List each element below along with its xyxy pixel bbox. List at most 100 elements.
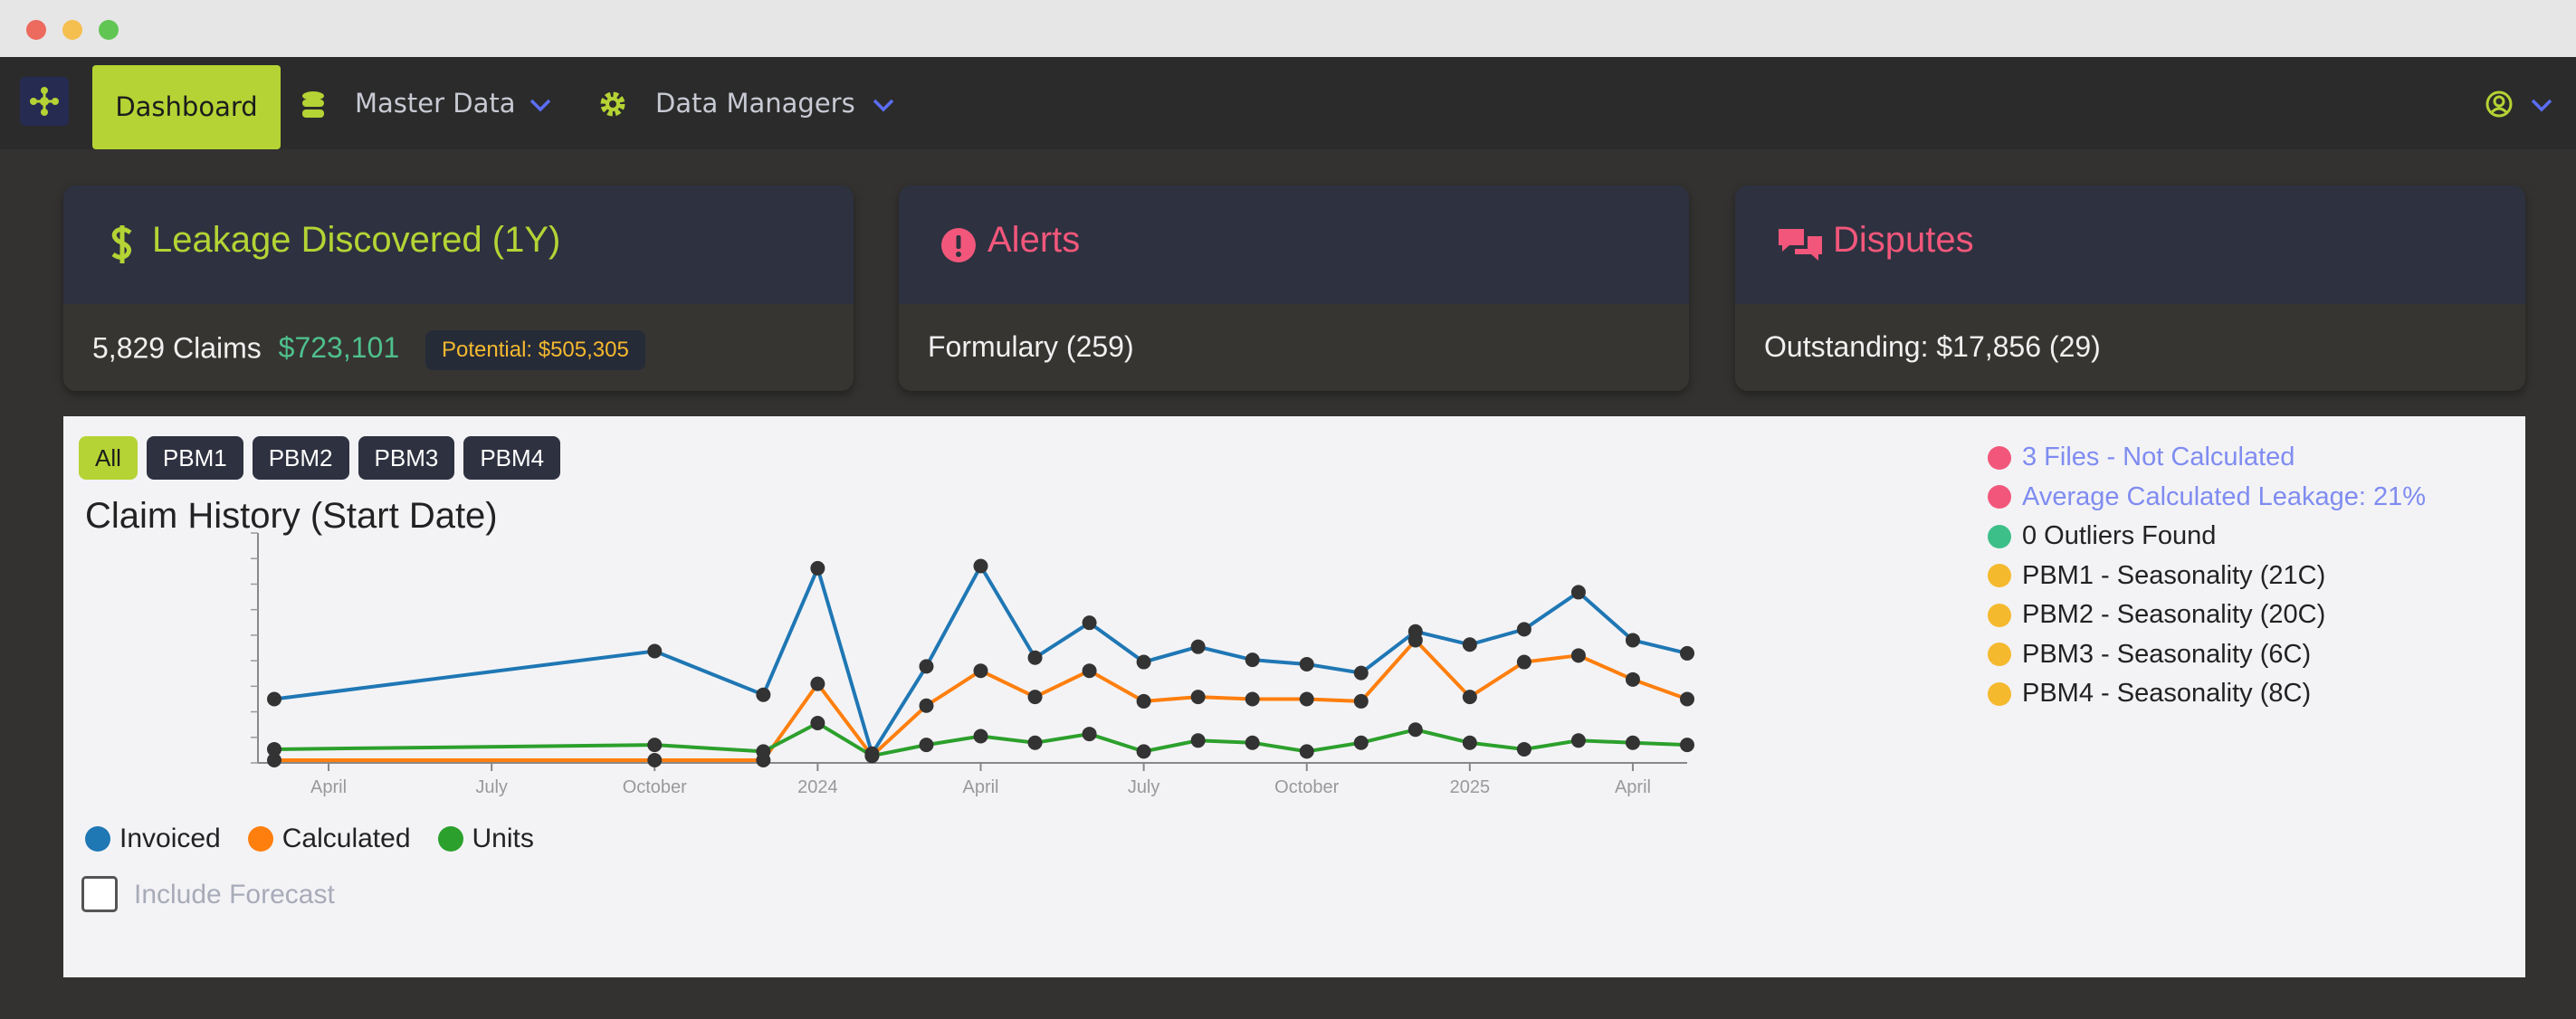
filter-button[interactable]: PBM3 — [358, 436, 455, 480]
checkbox-label[interactable]: Include Forecast — [134, 880, 335, 909]
card-title: Disputes — [1833, 220, 1974, 260]
data-point — [864, 748, 880, 764]
data-point — [919, 698, 934, 713]
card-header — [899, 186, 1689, 304]
chevron[interactable] — [872, 97, 895, 113]
card-title: Alerts — [987, 220, 1081, 260]
claims-count: 5,829 Claims — [92, 331, 262, 365]
data-point — [919, 738, 934, 753]
data-point — [1570, 733, 1586, 748]
data-point — [1245, 691, 1260, 707]
notice-text[interactable]: Average Calculated Leakage: 21% — [2022, 481, 2427, 511]
x-tick-label: July — [1128, 777, 1160, 797]
leakage-amount: $723,101 — [278, 331, 400, 365]
legend-swatch — [437, 826, 463, 852]
filter-button[interactable]: All — [79, 436, 138, 480]
data-point — [1680, 645, 1694, 661]
data-point — [1462, 637, 1477, 652]
user-icon[interactable] — [2485, 90, 2514, 119]
status-icon — [1988, 524, 2011, 548]
notice: 3 Files - Not Calculated — [1988, 438, 2426, 478]
legend-item[interactable]: Units — [437, 824, 534, 854]
logo[interactable] — [20, 77, 69, 126]
data-point — [1516, 741, 1531, 757]
status-icon — [1988, 681, 2011, 706]
data-point — [1082, 727, 1097, 742]
chart-panel: Claim History (Start Date) April July Octo… — [63, 416, 2525, 977]
nav-item[interactable]: Master Data — [355, 88, 516, 119]
legend-item[interactable]: Calculated — [247, 824, 411, 854]
minimize-button[interactable] — [62, 20, 82, 40]
legend: Invoiced Calculated Units — [85, 824, 534, 854]
notice: PBM4 - Seasonality (8C) — [1988, 674, 2426, 714]
card-header — [1735, 186, 2525, 304]
dashboard-tab[interactable]: Dashboard — [92, 65, 281, 149]
data-point — [756, 744, 771, 759]
legend-swatch — [85, 826, 110, 852]
potential-badge: Potential: $505,305 — [425, 330, 645, 370]
status-icon — [1988, 485, 2011, 510]
data-point — [1407, 722, 1423, 738]
disputes-card: Disputes Outstanding: $17,856 (29) — [1735, 186, 2525, 391]
series-line — [273, 562, 1688, 758]
chevron[interactable] — [529, 97, 552, 113]
alerts-card: Alerts Formulary (259) — [899, 186, 1689, 391]
data-point — [1570, 648, 1586, 663]
data-point — [1136, 693, 1151, 709]
notices: 3 Files - Not Calculated Average Calculat… — [1988, 438, 2426, 714]
card-title: Leakage Discovered (1Y) — [152, 220, 561, 260]
nav-item[interactable]: Data Managers — [655, 88, 855, 119]
data-point — [647, 643, 663, 659]
data-point — [1082, 615, 1097, 631]
status-icon — [1988, 564, 2011, 588]
data-point — [1082, 663, 1097, 679]
data-point — [647, 753, 663, 767]
data-point — [1462, 735, 1477, 750]
data-point — [810, 676, 825, 691]
notice-text[interactable]: 3 Files - Not Calculated — [2022, 443, 2295, 472]
close-button[interactable] — [26, 20, 46, 40]
card-header — [63, 186, 854, 304]
notice-text: PBM4 - Seasonality (8C) — [2022, 679, 2312, 709]
notice-text: PBM3 - Seasonality (6C) — [2022, 639, 2312, 669]
data-point — [1625, 671, 1640, 687]
data-point — [267, 741, 281, 757]
data-point — [1190, 639, 1206, 654]
data-point — [647, 738, 663, 753]
checkbox[interactable] — [81, 876, 118, 912]
legend-item[interactable]: Invoiced — [85, 824, 221, 854]
notice-text: PBM1 - Seasonality (21C) — [2022, 560, 2326, 590]
notice-text: PBM2 - Seasonality (20C) — [2022, 600, 2326, 630]
filter-button[interactable]: PBM2 — [252, 436, 349, 480]
database-icon — [302, 91, 324, 118]
chevron[interactable] — [2530, 97, 2553, 113]
filter-button[interactable]: PBM4 — [463, 436, 561, 480]
x-tick-label: April — [962, 777, 998, 797]
data-point — [1462, 690, 1477, 705]
data-point — [973, 558, 988, 574]
data-point — [810, 716, 825, 731]
filter-group: All PBM1 PBM2 PBM3 PBM4 — [79, 436, 561, 480]
data-point — [1245, 735, 1260, 750]
status-icon — [1988, 643, 2011, 667]
data-point — [756, 687, 771, 702]
x-tick-label: 2024 — [797, 777, 838, 797]
data-point — [267, 691, 281, 707]
data-point — [1625, 735, 1640, 750]
data-point — [1516, 622, 1531, 637]
card-body: Outstanding: $17,856 (29) — [1764, 330, 2101, 363]
x-tick-label: 2025 — [1450, 777, 1491, 797]
leakage-card: Leakage Discovered (1Y) 5,829 Claims $72… — [63, 186, 854, 391]
filter-button[interactable]: PBM1 — [146, 436, 243, 480]
card-body: 5,829 Claims $723,101 Potential: $505,30… — [92, 330, 645, 370]
notice: PBM2 - Seasonality (20C) — [1988, 595, 2426, 635]
data-point — [1190, 690, 1206, 705]
x-tick-label: July — [475, 777, 508, 797]
data-point — [1680, 738, 1694, 753]
data-point — [1353, 735, 1369, 750]
data-point — [973, 663, 988, 679]
data-point — [1136, 744, 1151, 759]
zoom-button[interactable] — [99, 20, 119, 40]
status-icon — [1988, 445, 2011, 470]
